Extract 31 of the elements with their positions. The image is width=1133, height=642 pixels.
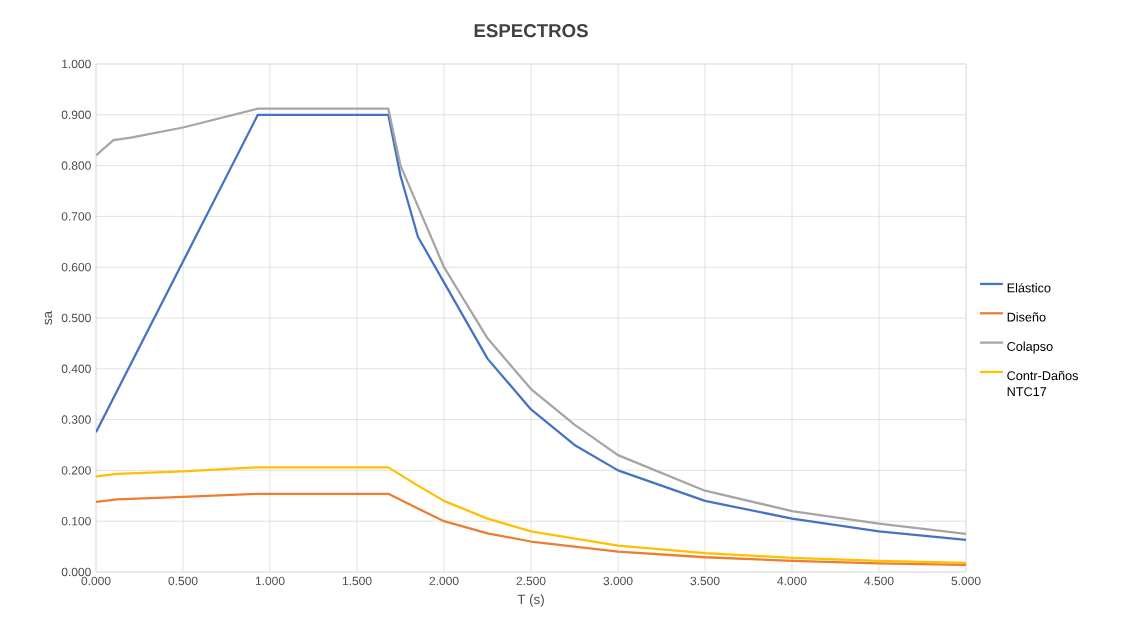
x-tick-label: 5.000 [951, 576, 981, 586]
x-tick-label: 4.000 [777, 576, 807, 586]
y-tick-label: 0.400 [61, 364, 91, 374]
y-tick-label: 0.100 [61, 516, 91, 526]
x-tick-label: 3.000 [603, 576, 633, 586]
x-tick-label: 1.000 [255, 576, 285, 586]
x-tick-label: 2.000 [429, 576, 459, 586]
legend-label: Colapso [1007, 341, 1053, 354]
x-tick-label: 1.500 [342, 576, 372, 586]
chart-title: ESPECTROS [474, 24, 588, 38]
x-tick-label: 0.500 [168, 576, 198, 586]
x-tick-label: 2.500 [516, 576, 546, 586]
x-axis-title: T (s) [517, 594, 544, 607]
legend-label: Elástico [1007, 282, 1051, 293]
y-tick-label: 0.600 [61, 262, 91, 272]
y-tick-label: 0.800 [61, 161, 91, 170]
x-tick-label: 0.000 [81, 576, 111, 586]
x-tick-label: 4.500 [864, 576, 894, 586]
x-tick-label: 3.500 [690, 576, 720, 586]
line-series [96, 466, 966, 564]
y-tick-label: 0.700 [61, 212, 91, 221]
y-tick-label: 0.200 [61, 466, 91, 475]
y-tick-label: 0.900 [61, 110, 91, 120]
line-series [96, 492, 966, 567]
y-tick-label: 1.000 [62, 59, 91, 69]
legend-label: Diseño [1007, 312, 1046, 322]
y-tick-label: 0.500 [61, 313, 91, 323]
y-tick-label: 0.300 [61, 415, 91, 424]
y-axis-title: sa [44, 310, 53, 325]
y-tick-label: 0.000 [61, 567, 91, 577]
legend-label: Contr-Daños NTC17 [1007, 370, 1078, 397]
